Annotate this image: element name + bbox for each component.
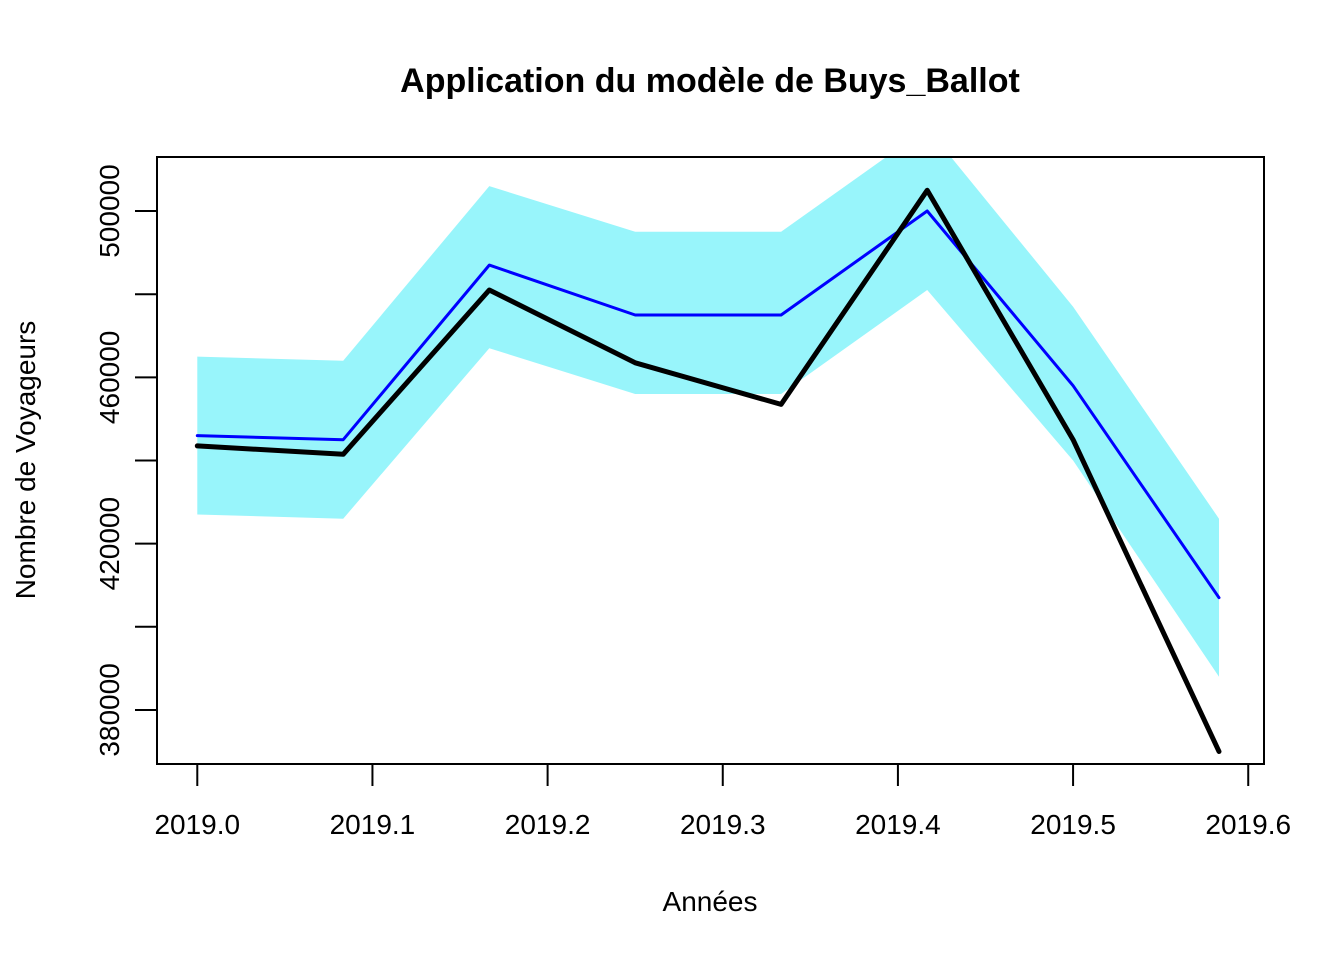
x-tick-label: 2019.0 bbox=[154, 809, 240, 840]
y-tick-label: 380000 bbox=[94, 663, 125, 756]
x-tick-label: 2019.4 bbox=[855, 809, 941, 840]
observed-series-line bbox=[194, 187, 1222, 754]
y-axis: 380000 420000 460000 500000 bbox=[94, 164, 158, 757]
x-axis-label: Années bbox=[663, 886, 758, 917]
x-tick-label: 2019.6 bbox=[1205, 809, 1291, 840]
x-tick-label: 2019.1 bbox=[330, 809, 416, 840]
y-tick-label: 420000 bbox=[94, 497, 125, 590]
x-tick-label: 2019.5 bbox=[1030, 809, 1116, 840]
x-tick-label: 2019.3 bbox=[680, 809, 766, 840]
y-axis-label: Nombre de Voyageurs bbox=[10, 321, 41, 600]
fitted-series-line bbox=[195, 209, 1221, 600]
confidence-band bbox=[197, 157, 1219, 677]
x-tick-label: 2019.2 bbox=[505, 809, 591, 840]
y-tick-label: 460000 bbox=[94, 331, 125, 424]
y-tick-label: 500000 bbox=[94, 164, 125, 257]
x-axis: 2019.0 2019.1 2019.2 2019.3 2019.4 2019.5 2019… bbox=[154, 763, 1291, 840]
chart-title: Application du modèle de Buys_Ballot bbox=[400, 62, 1020, 100]
